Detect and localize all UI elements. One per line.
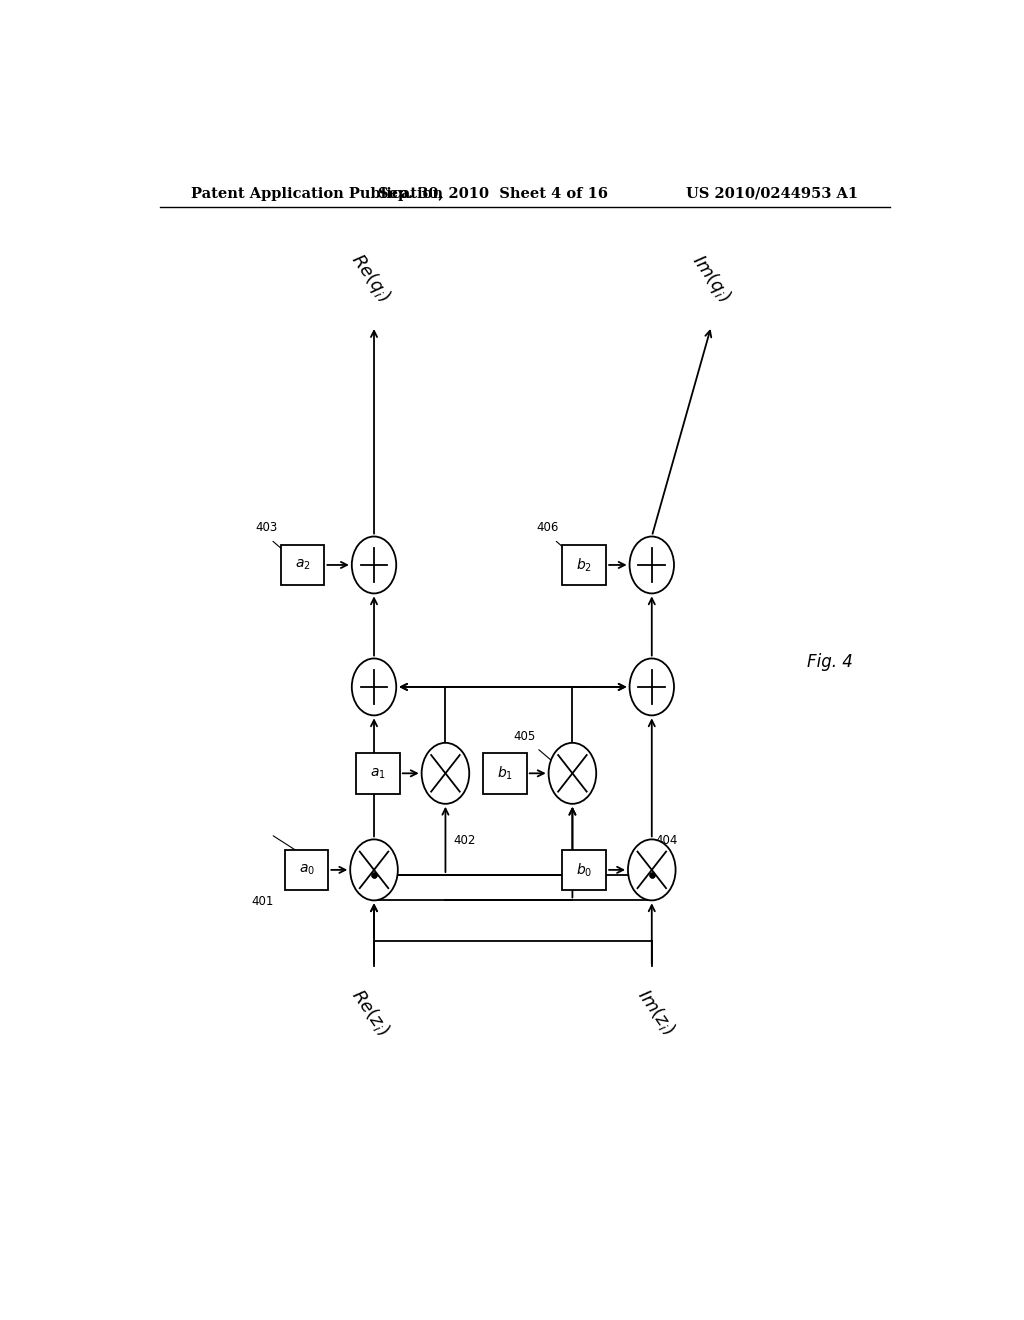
Bar: [281, 545, 325, 585]
Bar: [562, 545, 606, 585]
Circle shape: [350, 840, 397, 900]
Text: $b_0$: $b_0$: [577, 861, 593, 879]
Circle shape: [630, 659, 674, 715]
Bar: [285, 850, 329, 890]
Text: $b_2$: $b_2$: [577, 556, 592, 574]
Bar: [356, 752, 399, 793]
Text: $Im(z_i)$: $Im(z_i)$: [633, 985, 679, 1039]
Text: 406: 406: [537, 521, 559, 535]
Text: 405: 405: [513, 730, 536, 743]
Bar: [562, 850, 606, 890]
Text: 402: 402: [454, 834, 476, 847]
Text: Sep. 30, 2010  Sheet 4 of 16: Sep. 30, 2010 Sheet 4 of 16: [378, 187, 608, 201]
Text: $a_0$: $a_0$: [299, 863, 314, 876]
Circle shape: [422, 743, 469, 804]
Text: $Im(q_i)$: $Im(q_i)$: [687, 249, 735, 306]
Circle shape: [352, 659, 396, 715]
Circle shape: [549, 743, 596, 804]
Text: 404: 404: [655, 834, 678, 847]
Text: Fig. 4: Fig. 4: [807, 652, 852, 671]
Circle shape: [630, 536, 674, 594]
Circle shape: [628, 840, 676, 900]
Circle shape: [352, 536, 396, 594]
Bar: [483, 752, 526, 793]
Text: 401: 401: [251, 895, 273, 908]
Text: Patent Application Publication: Patent Application Publication: [191, 187, 443, 201]
Text: $a_1$: $a_1$: [370, 766, 386, 780]
Text: $Re(z_i)$: $Re(z_i)$: [347, 985, 393, 1039]
Text: $Re(q_i)$: $Re(q_i)$: [346, 249, 394, 306]
Text: US 2010/0244953 A1: US 2010/0244953 A1: [686, 187, 858, 201]
Text: 403: 403: [255, 521, 278, 535]
Text: $b_1$: $b_1$: [497, 764, 513, 781]
Text: $a_2$: $a_2$: [295, 558, 310, 572]
